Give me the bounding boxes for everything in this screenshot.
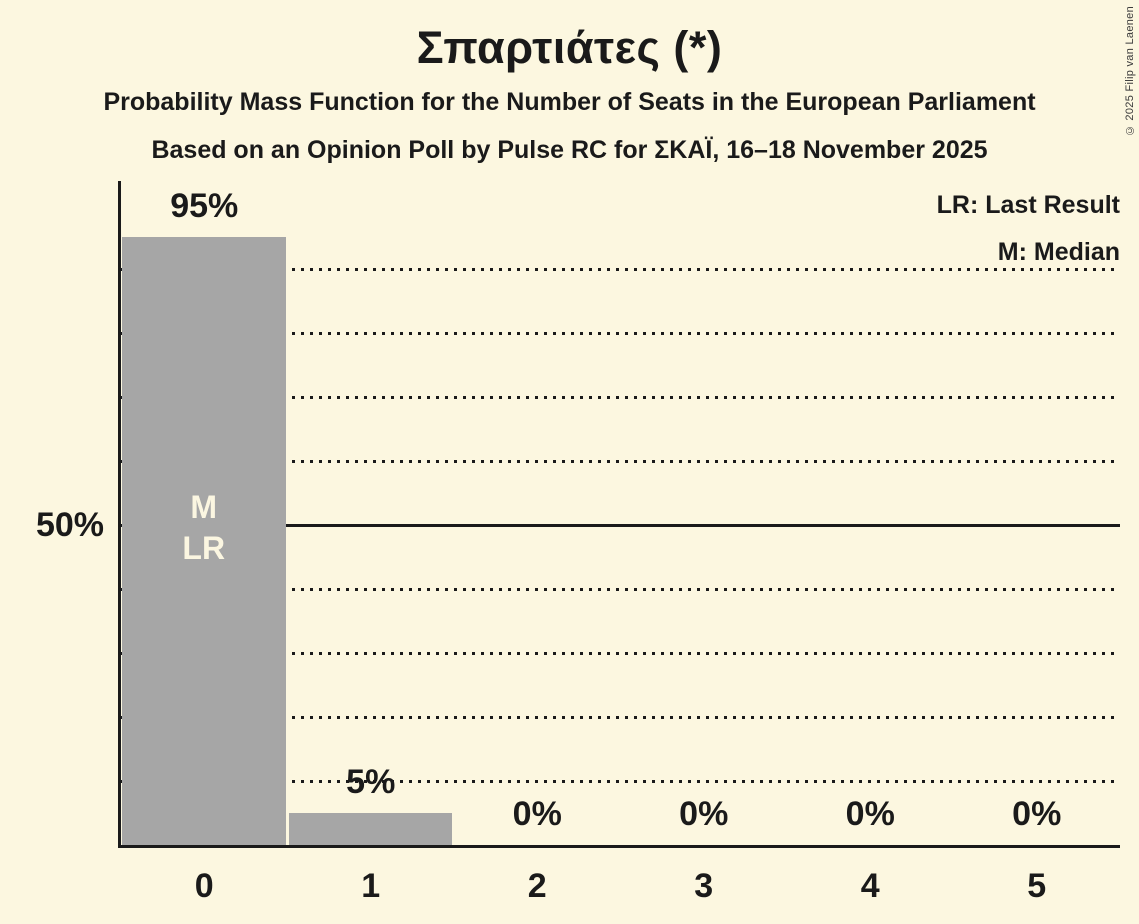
x-tick-label-0: 0 [194,867,214,905]
plot-area: M LR 95% 5% 0% 0% 0% 0% [118,181,1120,848]
bar-seats-1 [288,813,452,845]
chart-legend: LR: Last Result M: Median [937,182,1120,276]
gridline-20pct [121,715,1120,719]
bar-value-label-4: 0% [845,795,895,833]
bar-value-label-0: 95% [170,187,239,225]
bar-seats-0: M LR [122,237,286,845]
x-tick-label-5: 5 [1027,867,1047,905]
x-tick-label-4: 4 [860,867,880,905]
y-axis-50pct-label: 50% [35,506,104,544]
bar-value-label-5: 0% [1012,795,1062,833]
legend-median: M: Median [997,238,1120,266]
chart-title: Σπαρτιάτες (*) [416,22,723,73]
gridline-80pct [121,331,1120,335]
chart-subtitle-2: Based on an Opinion Poll by Pulse RC for… [151,136,988,164]
gridline-60pct [121,459,1120,463]
marker-line: LR [182,530,226,566]
chart-subtitle-1: Probability Mass Function for the Number… [103,88,1036,116]
x-tick-label-1: 1 [361,867,381,905]
gridline-40pct [121,587,1120,591]
bar-value-label-1: 5% [346,763,396,801]
gridline-90pct [121,267,1120,271]
gridline-10pct [121,779,1120,783]
x-tick-label-2: 2 [527,867,547,905]
gridline-70pct [121,395,1120,399]
reference-line-50pct [121,523,1120,527]
x-tick-label-3: 3 [694,867,714,905]
bar-value-label-2: 0% [512,795,562,833]
copyright-notice: © 2025 Filip van Laenen [1124,6,1136,137]
legend-last-result: LR: Last Result [936,191,1120,219]
gridline-30pct [121,651,1120,655]
marker-line: M [190,489,218,525]
median-last-result-marker: M LR [122,487,286,569]
bar-value-label-3: 0% [679,795,729,833]
x-axis-tick-labels: 0 1 2 3 4 5 [121,866,1120,911]
